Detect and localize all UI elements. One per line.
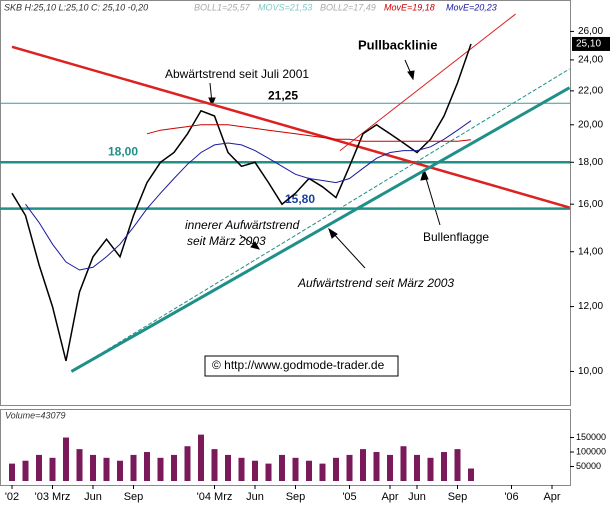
x-tick-label: Sep	[286, 491, 306, 503]
header-item: BOLL1=25,57	[194, 2, 251, 12]
volume-bar	[265, 463, 272, 481]
y-tick-label: 22,00	[578, 86, 603, 97]
volume-bar	[117, 460, 123, 481]
volume-bar	[454, 449, 461, 481]
y-tick-label: 26,00	[578, 26, 603, 37]
moving-average	[146, 124, 472, 142]
volume-bar	[292, 457, 299, 481]
volume-bar	[252, 460, 258, 481]
trend-line	[71, 68, 570, 372]
volume-bar	[36, 454, 42, 481]
volume-bar	[171, 454, 177, 481]
volume-bar	[400, 446, 407, 481]
y-tick-label: 24,00	[578, 55, 603, 66]
trend-line	[70, 86, 571, 373]
y-tick-label: 12,00	[578, 301, 603, 312]
volume-bar	[144, 452, 150, 481]
volume-bar	[130, 454, 137, 481]
volume-bar	[414, 454, 420, 481]
x-tick-label: Apr	[381, 491, 398, 503]
volume-bar	[211, 449, 218, 481]
header-item: BOLL2=17,49	[320, 2, 376, 12]
header-item: MOVS=21,53	[258, 2, 312, 12]
x-tick-label: '05	[342, 491, 356, 503]
annotation: Aufwärtstrend seit März 2003	[297, 276, 454, 290]
last-price-label: 25,10	[576, 39, 601, 50]
volume-bar	[22, 460, 29, 481]
x-tick-label: '03 Mrz	[35, 491, 71, 503]
trend-line	[11, 45, 570, 209]
volume-bar	[279, 454, 285, 481]
moving-average	[25, 120, 472, 271]
price-panel	[0, 0, 571, 406]
volume-bar	[9, 463, 15, 481]
volume-bar	[103, 457, 110, 481]
x-tick-label: '06	[504, 491, 518, 503]
last-price-box	[572, 36, 610, 51]
x-tick-label: Jun	[408, 491, 426, 503]
legend-entry: MovE=20,23	[446, 2, 497, 12]
volume-bar	[76, 449, 83, 481]
annotation: Pullbacklinie	[358, 37, 437, 52]
x-tick-label: Jun	[84, 491, 102, 503]
volume-panel	[0, 409, 571, 486]
annotation: Bullenflagge	[423, 230, 489, 244]
volume-tick-label: 100000	[576, 446, 606, 456]
volume-bar	[238, 457, 245, 481]
volume-bar	[387, 454, 393, 481]
volume-tick-label: 50000	[576, 461, 601, 471]
volume-bar	[427, 457, 434, 481]
volume-bar	[157, 457, 164, 481]
volume-bar	[346, 454, 353, 481]
support-label: 18,00	[108, 144, 138, 158]
volume-bar	[198, 434, 204, 481]
volume-bar	[49, 457, 56, 481]
trend-line	[339, 13, 516, 152]
y-tick-label: 20,00	[578, 119, 603, 130]
support-label: 21,25	[268, 88, 298, 102]
volume-bar	[333, 457, 339, 481]
x-tick-label: Apr	[543, 491, 560, 503]
volume-bar	[225, 454, 231, 481]
x-tick-label: '04 Mrz	[197, 491, 233, 503]
volume-bar	[319, 463, 326, 481]
volume-tick-label: 150000	[576, 432, 606, 442]
volume-bar	[441, 452, 447, 481]
annotation: Abwärtstrend seit Juli 2001	[165, 67, 309, 81]
x-tick-label: Sep	[448, 491, 468, 503]
x-tick-label: Sep	[124, 491, 144, 503]
x-tick-label: Jun	[246, 491, 264, 503]
annotation: innerer Aufwärtstrend	[185, 218, 300, 232]
volume-label: Volume=43079	[5, 410, 65, 420]
annotation: © http://www.godmode-trader.de	[212, 358, 385, 372]
y-tick-label: 10,00	[578, 366, 603, 377]
arrows	[208, 59, 441, 269]
volume-bar	[90, 454, 96, 481]
y-tick-label: 18,00	[578, 157, 603, 168]
header-item: SKB H:25,10 L:25,10 C: 25,10 -0,20	[4, 2, 148, 12]
volume-bar	[184, 446, 191, 481]
y-tick-label: 16,00	[578, 199, 603, 210]
volume-bar	[360, 449, 366, 481]
x-tick-label: '02	[5, 491, 19, 503]
volume-bar	[63, 437, 69, 481]
annotation: seit März 2003	[187, 234, 266, 248]
legend-entry: MovE=19,18	[384, 2, 435, 12]
volume-bar	[373, 452, 380, 481]
volume-bar	[468, 468, 474, 481]
volume-bar	[306, 460, 312, 481]
copyright-box	[204, 355, 399, 377]
y-tick-label: 14,00	[578, 246, 603, 257]
